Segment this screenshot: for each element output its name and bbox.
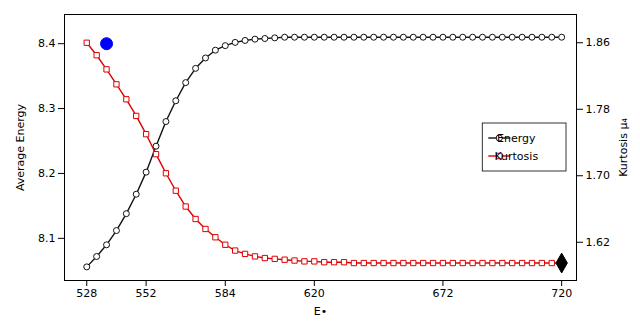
svg-text:E•: E• [314, 305, 327, 318]
svg-text:1.78: 1.78 [586, 103, 611, 116]
svg-text:1.86: 1.86 [586, 36, 611, 49]
svg-text:Kurtosis μ₄: Kurtosis μ₄ [617, 118, 630, 177]
svg-text:Average Energy: Average Energy [14, 103, 27, 191]
svg-text:1.70: 1.70 [586, 169, 611, 182]
svg-text:584: 584 [215, 287, 236, 300]
svg-text:1.62: 1.62 [586, 236, 611, 249]
svg-text:8.4: 8.4 [38, 37, 56, 50]
svg-text:8.3: 8.3 [38, 102, 56, 115]
svg-text:620: 620 [304, 287, 325, 300]
svg-text:8.2: 8.2 [38, 167, 56, 180]
svg-text:Energy: Energy [497, 132, 536, 145]
svg-text:552: 552 [136, 287, 157, 300]
svg-text:Kurtosis: Kurtosis [494, 150, 538, 163]
svg-text:528: 528 [76, 287, 97, 300]
svg-text:720: 720 [551, 287, 572, 300]
svg-text:672: 672 [432, 287, 453, 300]
svg-text:8.1: 8.1 [38, 232, 56, 245]
